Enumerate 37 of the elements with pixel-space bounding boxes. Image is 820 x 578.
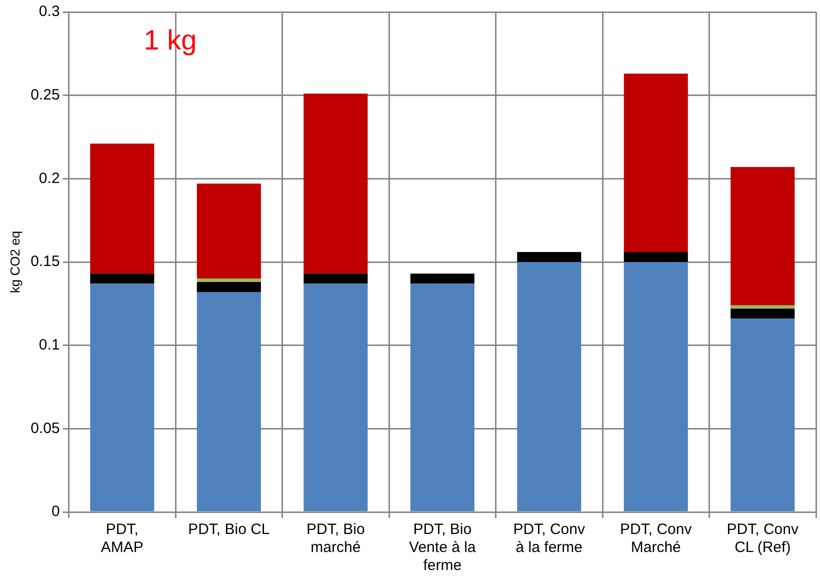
bar <box>196 292 261 512</box>
bar <box>196 278 261 282</box>
x-tick-label: PDT, Bio CL <box>188 521 270 538</box>
y-tick-label: 0.05 <box>30 420 60 437</box>
y-axis-title: kg CO2 eq <box>7 230 22 294</box>
y-tick-label: 0.3 <box>38 3 60 20</box>
bar <box>304 274 368 284</box>
bar <box>624 262 688 512</box>
bar <box>90 144 154 274</box>
bar <box>624 74 688 252</box>
bar <box>730 318 795 512</box>
bar <box>730 308 795 319</box>
x-tick-label: PDT, Conv Marché <box>620 521 692 556</box>
bar <box>410 284 474 512</box>
bar <box>304 284 368 512</box>
bar <box>517 262 582 512</box>
y-tick-label: 0.25 <box>30 86 60 104</box>
bar <box>517 252 582 262</box>
bar <box>90 274 154 284</box>
bar <box>196 282 261 292</box>
bar <box>730 305 795 309</box>
bar <box>730 167 795 306</box>
bar <box>196 184 261 279</box>
x-tick-label: PDT, Bio Vente à la ferme <box>409 521 476 574</box>
y-tick-label: 0.2 <box>38 170 60 187</box>
bar <box>90 284 154 512</box>
x-tick-label: PDT, Conv CL (Ref) <box>726 521 799 556</box>
bar <box>304 94 368 274</box>
x-tick-label: PDT, AMAP <box>100 521 144 556</box>
bar <box>410 274 474 284</box>
y-tick-label: 0.15 <box>30 253 60 270</box>
y-tick-label: 0 <box>51 503 60 520</box>
x-tick-label: PDT, Bio marché <box>306 521 365 556</box>
bar <box>624 252 688 262</box>
x-tick-label: PDT, Conv à la ferme <box>513 521 586 556</box>
annotation: 1 kg <box>144 24 197 56</box>
y-tick-label: 0.1 <box>38 336 60 354</box>
